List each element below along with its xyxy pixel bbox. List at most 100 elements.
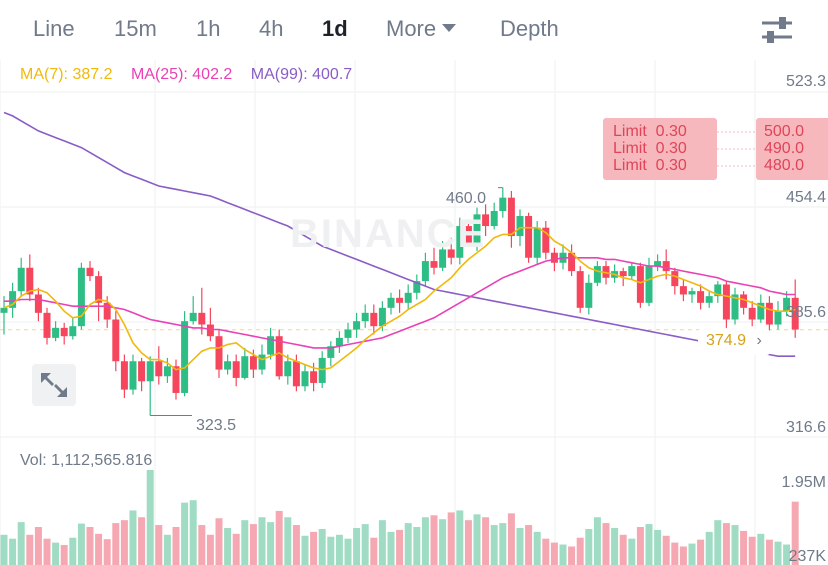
- candle-body: [146, 361, 154, 382]
- volume-bar: [490, 525, 498, 565]
- volume-bar: [301, 535, 309, 565]
- candle-body: [740, 294, 748, 308]
- volume-bar: [138, 517, 146, 565]
- candle-body: [129, 361, 137, 390]
- candle-body: [774, 311, 782, 325]
- volume-bar: [258, 517, 266, 565]
- candle-body: [722, 284, 730, 320]
- volume-bar: [146, 470, 154, 565]
- volume-bar: [507, 513, 515, 565]
- volume-bar: [654, 529, 662, 565]
- volume-bar: [421, 517, 429, 565]
- volume-bar: [439, 519, 447, 565]
- order-type: Limit: [613, 140, 647, 157]
- candle-body: [138, 361, 146, 382]
- volume-bar: [662, 535, 670, 565]
- candle-body: [86, 267, 94, 277]
- tab-depth[interactable]: Depth: [500, 16, 559, 41]
- tab-1h[interactable]: 1h: [196, 16, 221, 41]
- volume-bar: [172, 527, 180, 565]
- candle-body: [353, 321, 361, 330]
- price-label-2: 454.4: [785, 189, 826, 206]
- candle-body: [765, 302, 773, 325]
- candle-body: [310, 371, 318, 383]
- volume-bar: [533, 531, 541, 565]
- tab-1d[interactable]: 1d: [322, 16, 348, 41]
- volume-bar: [9, 538, 17, 565]
- candle-body: [697, 291, 705, 303]
- sliders-icon[interactable]: [756, 12, 796, 48]
- volume-bar: [215, 518, 223, 565]
- volume-bar: [611, 527, 619, 565]
- candle-body: [155, 361, 163, 377]
- volume-bar: [120, 520, 128, 565]
- volume-bar: [525, 525, 533, 565]
- volume-bar: [232, 533, 240, 565]
- volume-bar: [292, 525, 300, 565]
- candle-body: [705, 296, 713, 303]
- expand-arrows-icon[interactable]: [32, 364, 76, 406]
- candle-body: [60, 327, 68, 337]
- volume-bar: [387, 531, 395, 565]
- volume-bar: [688, 543, 696, 565]
- volume-bar: [241, 520, 249, 565]
- tab-4h[interactable]: 4h: [259, 16, 284, 41]
- ma7-line: [3, 226, 796, 371]
- volume-axis-top: 1.95M: [781, 474, 826, 491]
- volume-bar: [671, 542, 679, 565]
- high-annotation: 460.0: [446, 190, 487, 207]
- volume-bar: [482, 517, 490, 565]
- candle-body: [499, 197, 507, 212]
- limit-prices-box[interactable]: 500.0 490.0 480.0: [756, 118, 828, 180]
- candle-body: [671, 271, 679, 287]
- candle-body: [249, 356, 257, 370]
- volume-bar: [378, 520, 386, 565]
- volume-bar: [249, 524, 257, 565]
- candle-body: [654, 261, 662, 267]
- volume-bar: [447, 512, 455, 565]
- candle-body: [258, 354, 266, 370]
- candle-body: [748, 307, 756, 320]
- ma-legend: MA(7): 387.2 MA(25): 402.2 MA(99): 400.7: [20, 66, 366, 84]
- volume-bar: [103, 539, 111, 565]
- volume-bar: [189, 500, 197, 565]
- volume-bar: [155, 525, 163, 565]
- ma99-line: [3, 111, 796, 357]
- volume-bar: [163, 534, 171, 565]
- price-label-top: 523.3: [785, 73, 826, 90]
- limit-orders-box[interactable]: Limit 0.30 Limit 0.30 Limit 0.30: [603, 118, 717, 180]
- tab-15m[interactable]: 15m: [114, 16, 157, 41]
- candle-body: [224, 361, 232, 370]
- tab-more[interactable]: More: [386, 16, 457, 42]
- volume-bar: [327, 536, 335, 565]
- volume-bar: [516, 527, 524, 565]
- volume-bar: [310, 531, 318, 565]
- volume-bar: [697, 539, 705, 565]
- volume-bar: [576, 537, 584, 565]
- chevron-right-icon: ›: [756, 332, 762, 349]
- candle-body: [731, 294, 739, 320]
- tab-line[interactable]: Line: [33, 16, 75, 41]
- volume-bar: [473, 514, 481, 565]
- candle-body: [619, 271, 627, 277]
- ma25-line: [4, 257, 796, 349]
- volume-bar: [757, 533, 765, 565]
- candle-body: [344, 329, 352, 338]
- candle-body: [103, 302, 111, 320]
- volume-bar: [284, 517, 292, 565]
- volume-bar: [69, 537, 77, 565]
- volume-bar: [60, 545, 68, 565]
- candle-body: [396, 297, 404, 303]
- volume-bar: [43, 538, 51, 565]
- candle-body: [421, 261, 429, 282]
- volume-bar: [361, 524, 369, 565]
- order-type: Limit: [613, 123, 647, 140]
- volume-bar: [95, 533, 103, 565]
- candle-body: [628, 266, 636, 277]
- ma99-label: MA(99): 400.7: [250, 66, 353, 83]
- volume-label: Vol: 1,112,565.816: [20, 452, 153, 469]
- order-qty: 0.30: [655, 157, 687, 174]
- candle-body: [490, 211, 498, 227]
- last-price-tag[interactable]: 374.9 ›: [698, 329, 770, 355]
